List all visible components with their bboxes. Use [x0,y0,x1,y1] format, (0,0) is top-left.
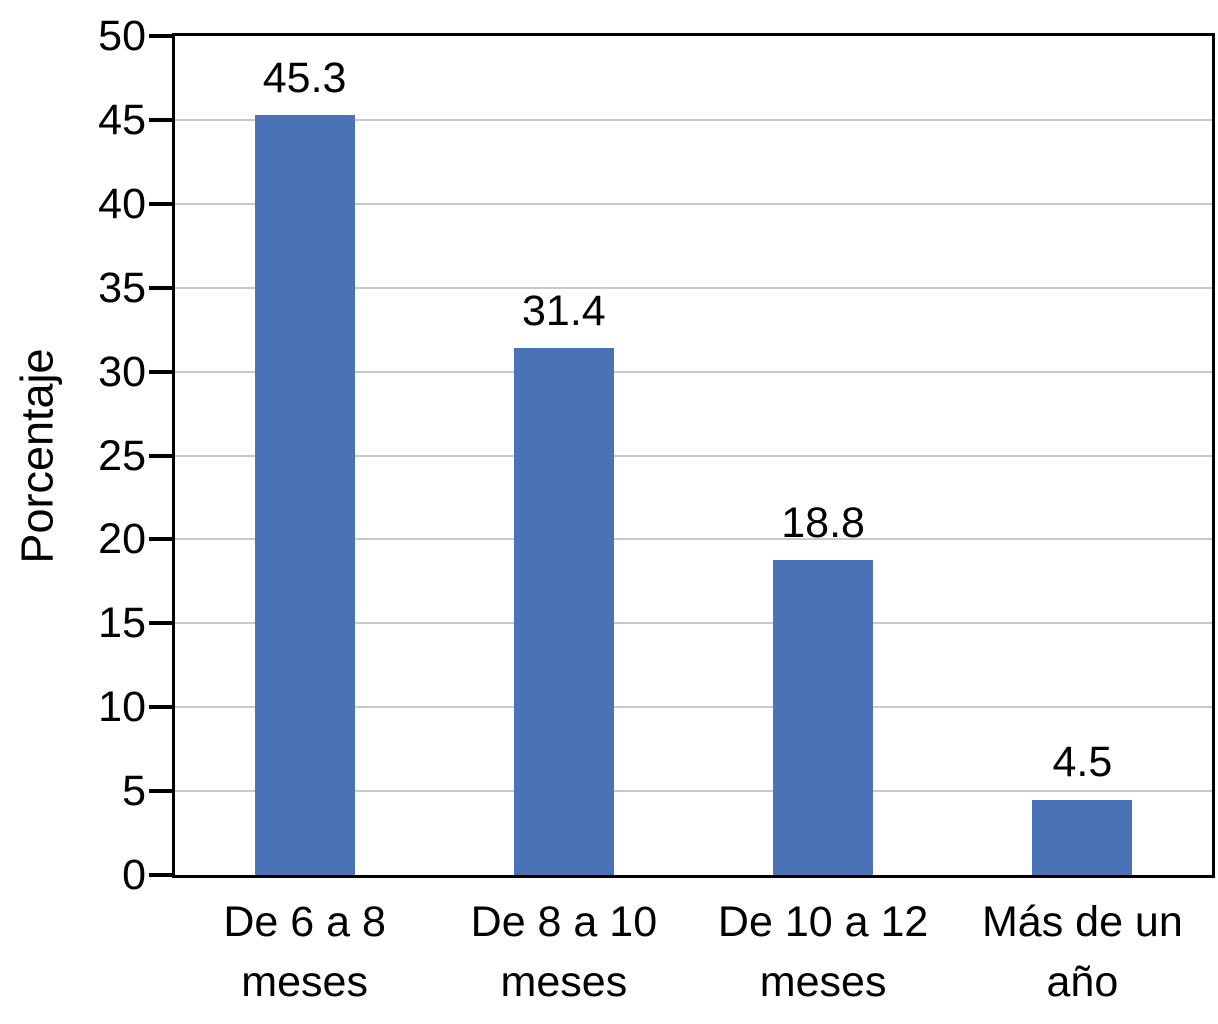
bar [513,348,614,875]
gridline [175,790,1212,793]
gridline [175,454,1212,457]
plot-area [172,33,1215,878]
x-category-label: De 10 a 12 meses [717,898,929,1006]
y-tick-mark [149,369,172,374]
gridline [175,622,1212,625]
y-tick-label: 20 [98,515,146,564]
y-tick-label: 40 [98,179,146,228]
y-tick-mark [149,873,172,877]
y-tick-mark [149,34,172,38]
y-tick-mark [149,537,172,542]
bar [1032,799,1133,875]
y-tick-label: 45 [98,95,146,144]
gridline [175,202,1212,205]
y-tick-mark [149,453,172,458]
x-category-label: Más de un año [981,898,1183,1006]
y-tick-label: 15 [98,599,146,648]
gridline [175,118,1212,121]
y-tick-label: 10 [98,683,146,732]
bar [773,559,874,875]
y-tick-mark [149,285,172,290]
y-tick-mark [149,201,172,206]
y-tick-label: 25 [98,431,146,480]
bar-value-label: 31.4 [522,287,606,336]
y-tick-label: 0 [122,851,146,899]
gridline [175,286,1212,289]
bar [254,114,355,875]
y-tick-mark [149,705,172,710]
y-tick-label: 35 [98,263,146,312]
gridline [175,370,1212,373]
y-tick-label: 50 [98,12,146,60]
x-category-label: De 8 a 10 meses [470,898,658,1006]
y-tick-mark [149,621,172,626]
bar-value-label: 4.5 [1052,738,1113,787]
y-tick-mark [149,117,172,122]
gridline [175,706,1212,709]
y-tick-label: 5 [122,767,146,816]
gridline [175,538,1212,541]
bar-value-label: 18.8 [781,498,865,547]
y-tick-mark [149,789,172,794]
y-tick-label: 30 [98,347,146,396]
bar-value-label: 45.3 [262,53,347,102]
x-category-label: De 6 a 8 meses [223,898,386,1006]
